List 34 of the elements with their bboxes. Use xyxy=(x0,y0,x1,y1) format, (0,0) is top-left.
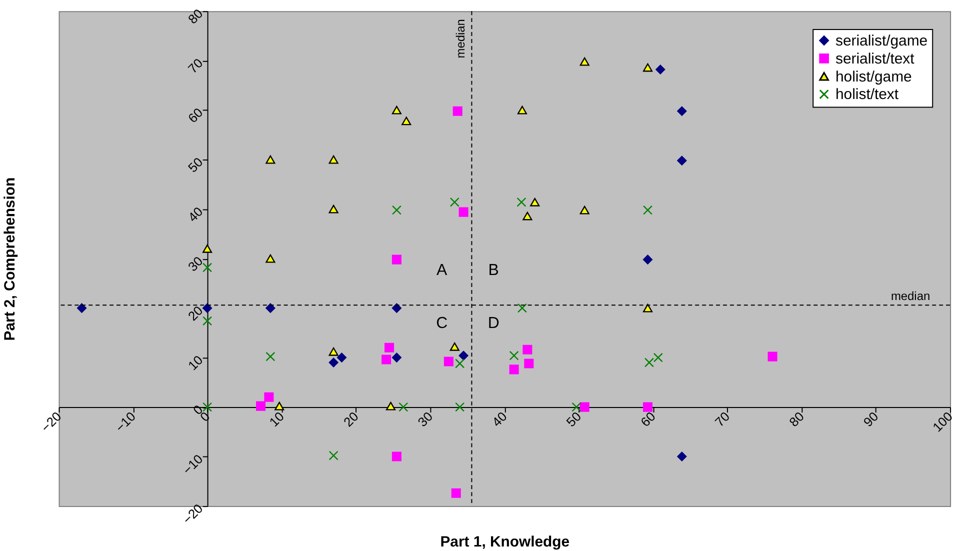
legend-label: serialist/text xyxy=(836,50,916,68)
y-tick-label: 20 xyxy=(184,302,206,324)
x-tick-label: 30 xyxy=(414,408,436,430)
x-tick-label: 50 xyxy=(563,408,584,430)
y-tick-label: 40 xyxy=(184,204,206,225)
annotation: D xyxy=(488,315,500,332)
y-tick-label: −10 xyxy=(180,451,206,478)
x-tick-label: 40 xyxy=(489,408,510,430)
annotation: B xyxy=(488,262,499,280)
x-tick-label: −10 xyxy=(112,408,138,435)
y-tick-label: 50 xyxy=(184,154,206,176)
legend-label: holist/game xyxy=(836,68,912,86)
legend-label: holist/text xyxy=(836,86,900,104)
x-tick-label: 100 xyxy=(930,408,956,435)
x-tick-label: 90 xyxy=(860,408,882,430)
y-tick-label: 80 xyxy=(184,6,206,27)
ref-line-label: median xyxy=(454,19,468,58)
legend-label: serialist/game xyxy=(836,32,928,50)
y-tick-label: −20 xyxy=(180,500,206,527)
x-tick-label: 10 xyxy=(266,408,288,430)
y-tick-label: 70 xyxy=(184,55,206,76)
ref-line-label: median xyxy=(890,289,930,304)
x-tick-label: 70 xyxy=(712,408,733,430)
y-axis-title: Part 2, Comprehension xyxy=(1,177,18,341)
y-tick-label: 30 xyxy=(184,253,206,274)
annotation: A xyxy=(436,262,448,280)
x-tick-label: 60 xyxy=(638,408,658,430)
y-tick-label: 60 xyxy=(184,104,206,126)
y-tick-label: 10 xyxy=(184,352,206,374)
x-tick-label: 20 xyxy=(340,408,362,430)
annotation: C xyxy=(436,315,448,332)
x-tick-label: −20 xyxy=(38,408,64,435)
x-tick-label: 80 xyxy=(786,408,807,430)
x-axis-title: Part 1, Knowledge xyxy=(440,533,570,550)
